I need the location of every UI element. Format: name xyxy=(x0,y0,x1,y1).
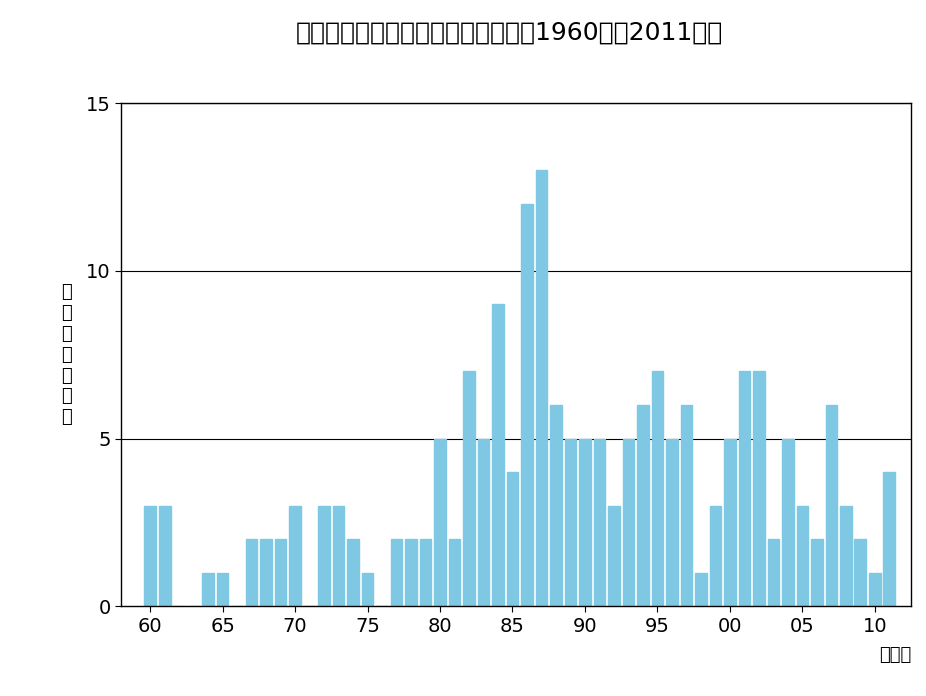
Bar xyxy=(144,505,156,606)
Bar xyxy=(883,472,895,606)
Bar xyxy=(681,405,692,606)
Bar xyxy=(811,539,822,606)
Bar xyxy=(391,539,403,606)
Bar xyxy=(217,573,229,606)
Bar xyxy=(289,505,301,606)
Y-axis label: 熱
中
症
発
生
件
数: 熱 中 症 発 生 件 数 xyxy=(61,283,72,426)
Text: 学校管理下における熱中症死亡数（1960年～2011年）: 学校管理下における熱中症死亡数（1960年～2011年） xyxy=(295,21,723,45)
Bar xyxy=(347,539,359,606)
Bar xyxy=(463,372,475,606)
Bar xyxy=(203,573,214,606)
Bar xyxy=(796,505,808,606)
Bar xyxy=(739,372,750,606)
Bar xyxy=(535,171,547,606)
Bar xyxy=(637,405,649,606)
Bar xyxy=(362,573,373,606)
Bar xyxy=(579,438,591,606)
Bar xyxy=(608,505,619,606)
X-axis label: （年）: （年） xyxy=(879,647,911,665)
Bar xyxy=(449,539,460,606)
Bar xyxy=(260,539,272,606)
Bar xyxy=(782,438,794,606)
Bar xyxy=(855,539,866,606)
Bar xyxy=(565,438,576,606)
Bar xyxy=(332,505,344,606)
Bar xyxy=(825,405,837,606)
Bar xyxy=(246,539,257,606)
Bar xyxy=(419,539,432,606)
Bar xyxy=(652,372,663,606)
Bar xyxy=(521,204,532,606)
Bar xyxy=(768,539,779,606)
Bar xyxy=(434,438,445,606)
Bar xyxy=(753,372,765,606)
Bar xyxy=(493,304,504,606)
Bar xyxy=(695,573,707,606)
Bar xyxy=(159,505,170,606)
Bar xyxy=(709,505,721,606)
Bar xyxy=(550,405,562,606)
Bar xyxy=(724,438,735,606)
Bar xyxy=(622,438,634,606)
Bar xyxy=(666,438,678,606)
Bar xyxy=(869,573,881,606)
Bar xyxy=(594,438,606,606)
Bar xyxy=(507,472,519,606)
Bar xyxy=(478,438,489,606)
Bar xyxy=(406,539,417,606)
Bar xyxy=(319,505,330,606)
Bar xyxy=(840,505,852,606)
Bar xyxy=(275,539,286,606)
